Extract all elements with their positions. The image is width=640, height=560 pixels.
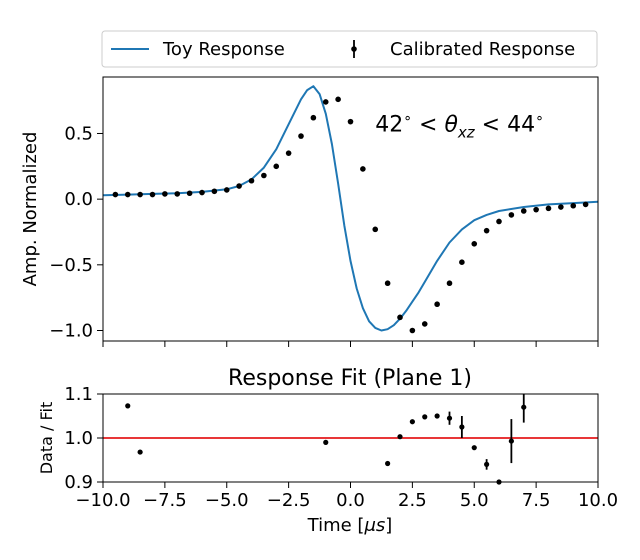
ratio-point: [125, 403, 131, 409]
calibrated-point: [483, 227, 490, 234]
top-plot-frame: [102, 76, 599, 342]
calibrated-point: [174, 191, 181, 197]
bottom-plot-frame: [102, 393, 599, 483]
calibrated-point: [397, 314, 403, 321]
bottom-y-tick-label-2: 0.9: [64, 472, 93, 493]
ratio-point: [397, 434, 403, 440]
calibrated-point: [298, 133, 304, 139]
ratio-point: [422, 414, 428, 420]
top-series-layer: [102, 85, 599, 334]
legend-swatch-marker: [351, 46, 357, 52]
calibrated-point: [508, 212, 515, 218]
calibrated-point: [248, 177, 255, 184]
calibrated-point: [459, 259, 465, 265]
ratio-point: [508, 438, 514, 444]
ratio-point: [323, 439, 329, 445]
calibrated-point: [421, 321, 428, 327]
calibrated-point: [285, 150, 292, 156]
ratio-point: [385, 460, 391, 467]
calibrated-point: [582, 201, 589, 208]
bottom-x-tick-label-1: −7.5: [143, 490, 187, 511]
bottom-x-tick-label-6: 5.0: [460, 490, 489, 511]
ratio-point: [471, 445, 477, 451]
bottom-axis-ticks: −10.0 −7.5 −5.0 −2.5 0.0 2.5 5.0 7.5 10.0 1.1 1.0 0…: [64, 384, 618, 511]
calibrated-point: [335, 96, 341, 103]
bottom-x-tick-label-7: 7.5: [522, 490, 551, 511]
calibrated-point: [137, 191, 143, 198]
calibrated-point: [149, 191, 156, 198]
ratio-point: [409, 419, 415, 425]
calibrated-point: [360, 166, 366, 172]
calibrated-point: [112, 191, 119, 198]
calibrated-point: [558, 204, 564, 210]
ratio-series-layer: [103, 394, 598, 485]
bottom-y-tick-label-0: 1.1: [64, 384, 93, 405]
top-y-tick-label-0: 0.5: [64, 123, 93, 144]
calibrated-point: [434, 301, 440, 308]
calibrated-point: [310, 114, 317, 121]
calibrated-point: [570, 202, 577, 209]
calibrated-point: [199, 189, 205, 196]
calibrated-point: [186, 190, 193, 197]
calibrated-point: [273, 163, 280, 170]
calibrated-point: [533, 206, 539, 213]
calibrated-point: [261, 172, 267, 179]
bottom-x-tick-label-2: −5.0: [205, 490, 249, 511]
top-y-tick-label-3: −1.0: [49, 320, 93, 341]
calibrated-point: [372, 226, 379, 233]
response-panel: 0.5 0.0 −0.5 −1.0 42∘ < θxz < 44∘ Amp. Norm…: [20, 76, 599, 347]
ratio-point: [434, 413, 440, 419]
calibrated-point: [471, 241, 478, 247]
bottom-x-tick-label-5: 2.5: [398, 490, 427, 511]
calibrated-point: [384, 280, 391, 287]
calibrated-point: [211, 188, 218, 195]
x-axis-label: Time [μs]: [307, 515, 393, 536]
legend-label-toy: Toy Response: [162, 39, 285, 60]
legend-label-calibrated: Calibrated Response: [390, 39, 575, 60]
bottom-x-tick-label-8: 10.0: [578, 490, 618, 511]
calibrated-point: [520, 208, 527, 214]
ratio-point: [446, 415, 453, 421]
bottom-x-tick-label-4: 0.0: [336, 490, 365, 511]
calibrated-point: [124, 191, 131, 198]
ratio-point: [137, 449, 143, 455]
top-y-tick-label-1: 0.0: [64, 189, 93, 210]
legend: Toy Response Calibrated Response: [101, 30, 598, 68]
calibrated-point: [223, 187, 230, 193]
bottom-x-tick-label-3: −2.5: [267, 490, 311, 511]
ratio-point: [484, 461, 490, 467]
calibrated-point: [236, 183, 242, 189]
calibrated-point: [322, 99, 329, 105]
ratio-panel-title: Response Fit (Plane 1): [228, 366, 472, 391]
calibrated-point: [409, 327, 416, 334]
angle-range-annotation: 42∘ < θxz < 44∘: [375, 110, 544, 141]
ratio-point: [521, 404, 527, 410]
calibrated-point: [545, 205, 552, 212]
bottom-y-axis-label: Data / Fit: [37, 402, 56, 475]
calibrated-point: [162, 191, 168, 197]
calibrated-point: [496, 218, 502, 225]
bottom-y-tick-label-1: 1.0: [64, 428, 93, 449]
ratio-point: [459, 424, 465, 430]
top-y-tick-label-2: −0.5: [49, 255, 93, 276]
ratio-panel: Response Fit (Plane 1) −10.0 −7.5 −5.0 −2.5…: [37, 366, 618, 536]
calibrated-point: [446, 280, 453, 287]
top-axis-ticks: 0.5 0.0 −0.5 −1.0: [49, 123, 599, 347]
legend-frame: [101, 30, 598, 68]
calibrated-point: [347, 118, 354, 125]
bottom-x-tick-label-0: −10.0: [75, 490, 130, 511]
top-y-axis-label: Amp. Normalized: [20, 132, 41, 287]
